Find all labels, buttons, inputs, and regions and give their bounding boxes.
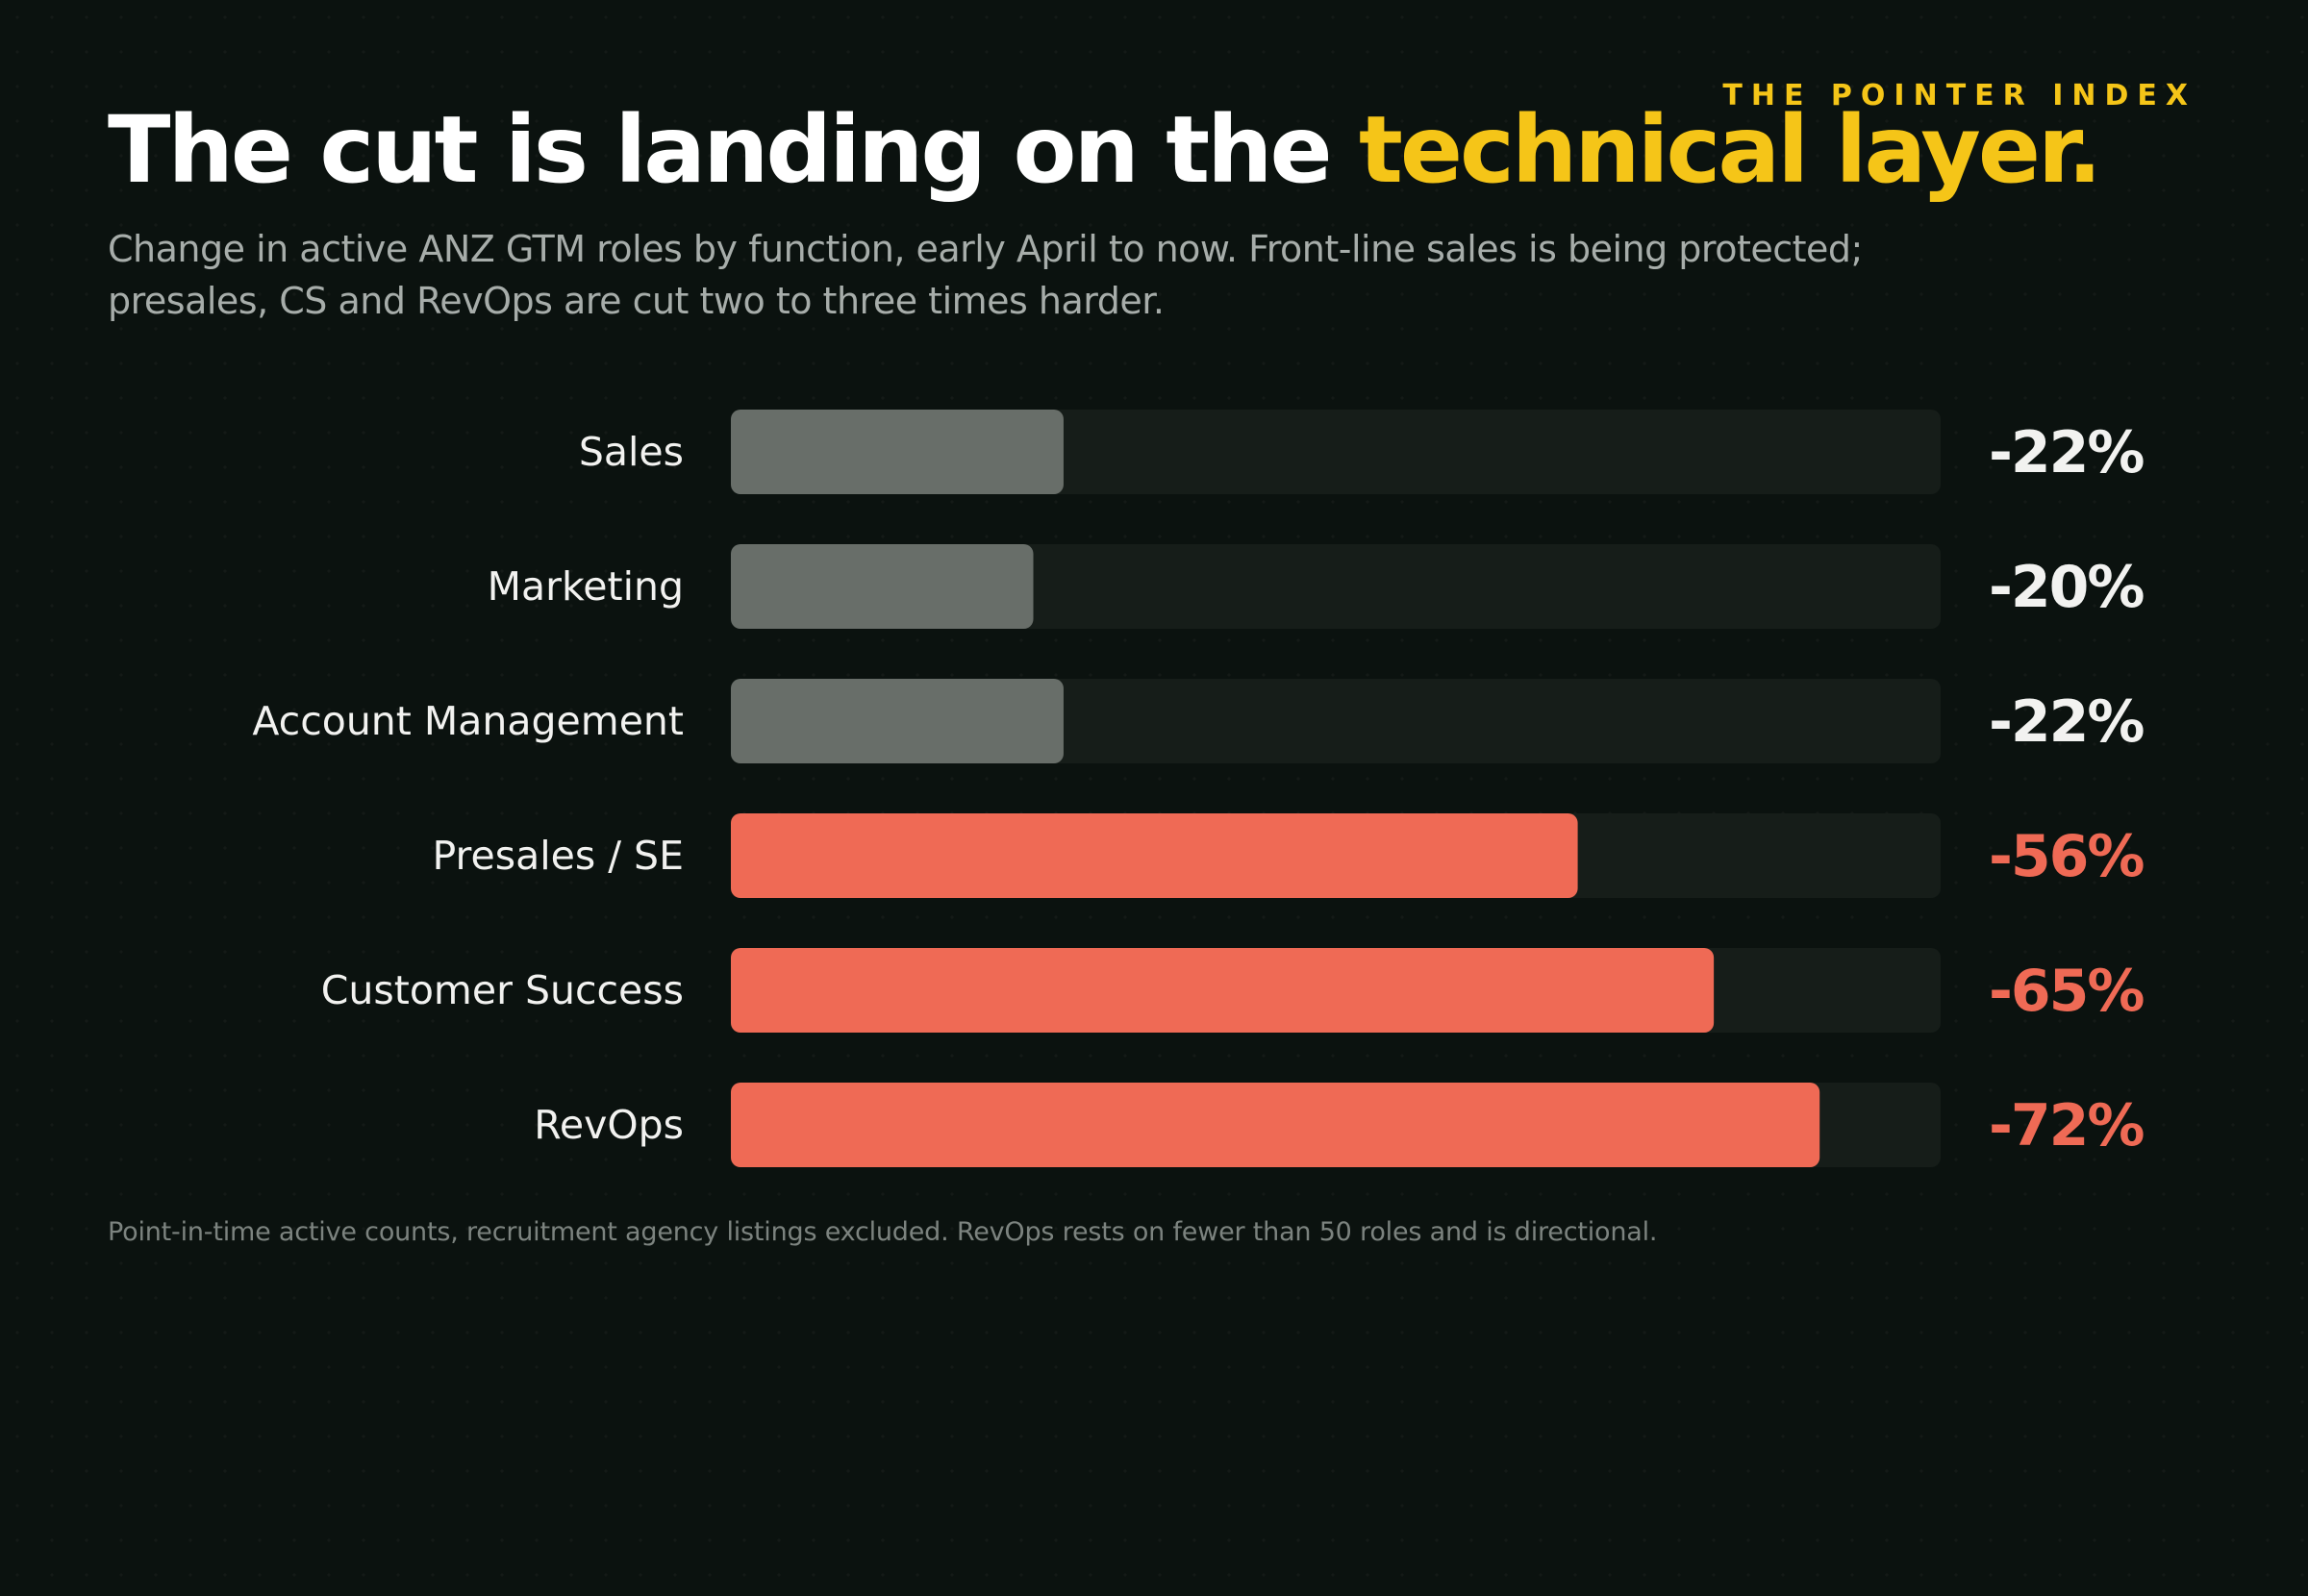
value-label-revops: -72% <box>1989 1092 2144 1160</box>
category-label-sales: Sales <box>579 429 684 475</box>
bar-marketing <box>731 544 1034 629</box>
value-label-customer-success: -65% <box>1989 958 2144 1025</box>
category-label-marketing: Marketing <box>488 563 684 610</box>
category-label-customer-success: Customer Success <box>321 967 684 1013</box>
value-label-marketing: -20% <box>1989 554 2144 621</box>
headline-lead: The cut is landing on the <box>108 96 1360 204</box>
headline-accent: technical layer. <box>1359 96 2102 204</box>
brand-label: THE POINTER INDEX <box>1722 79 2196 112</box>
category-label-account-management: Account Management <box>252 698 684 744</box>
value-label-sales: -22% <box>1989 419 2144 486</box>
value-label-presales-se: -56% <box>1989 823 2144 890</box>
bar-account-management <box>731 679 1064 763</box>
bar-presales-se <box>731 813 1578 898</box>
bar-customer-success <box>731 948 1715 1033</box>
bar-revops <box>731 1083 1820 1167</box>
bar-sales <box>731 410 1064 494</box>
subtitle: Change in active ANZ GTM roles by functi… <box>108 228 1863 322</box>
value-label-account-management: -22% <box>1989 688 2144 756</box>
footnote: Point-in-time active counts, recruitment… <box>108 1217 1658 1247</box>
category-label-presales-se: Presales / SE <box>433 833 684 879</box>
headline: The cut is landing on the technical laye… <box>108 104 2102 196</box>
category-label-revops: RevOps <box>534 1102 684 1148</box>
